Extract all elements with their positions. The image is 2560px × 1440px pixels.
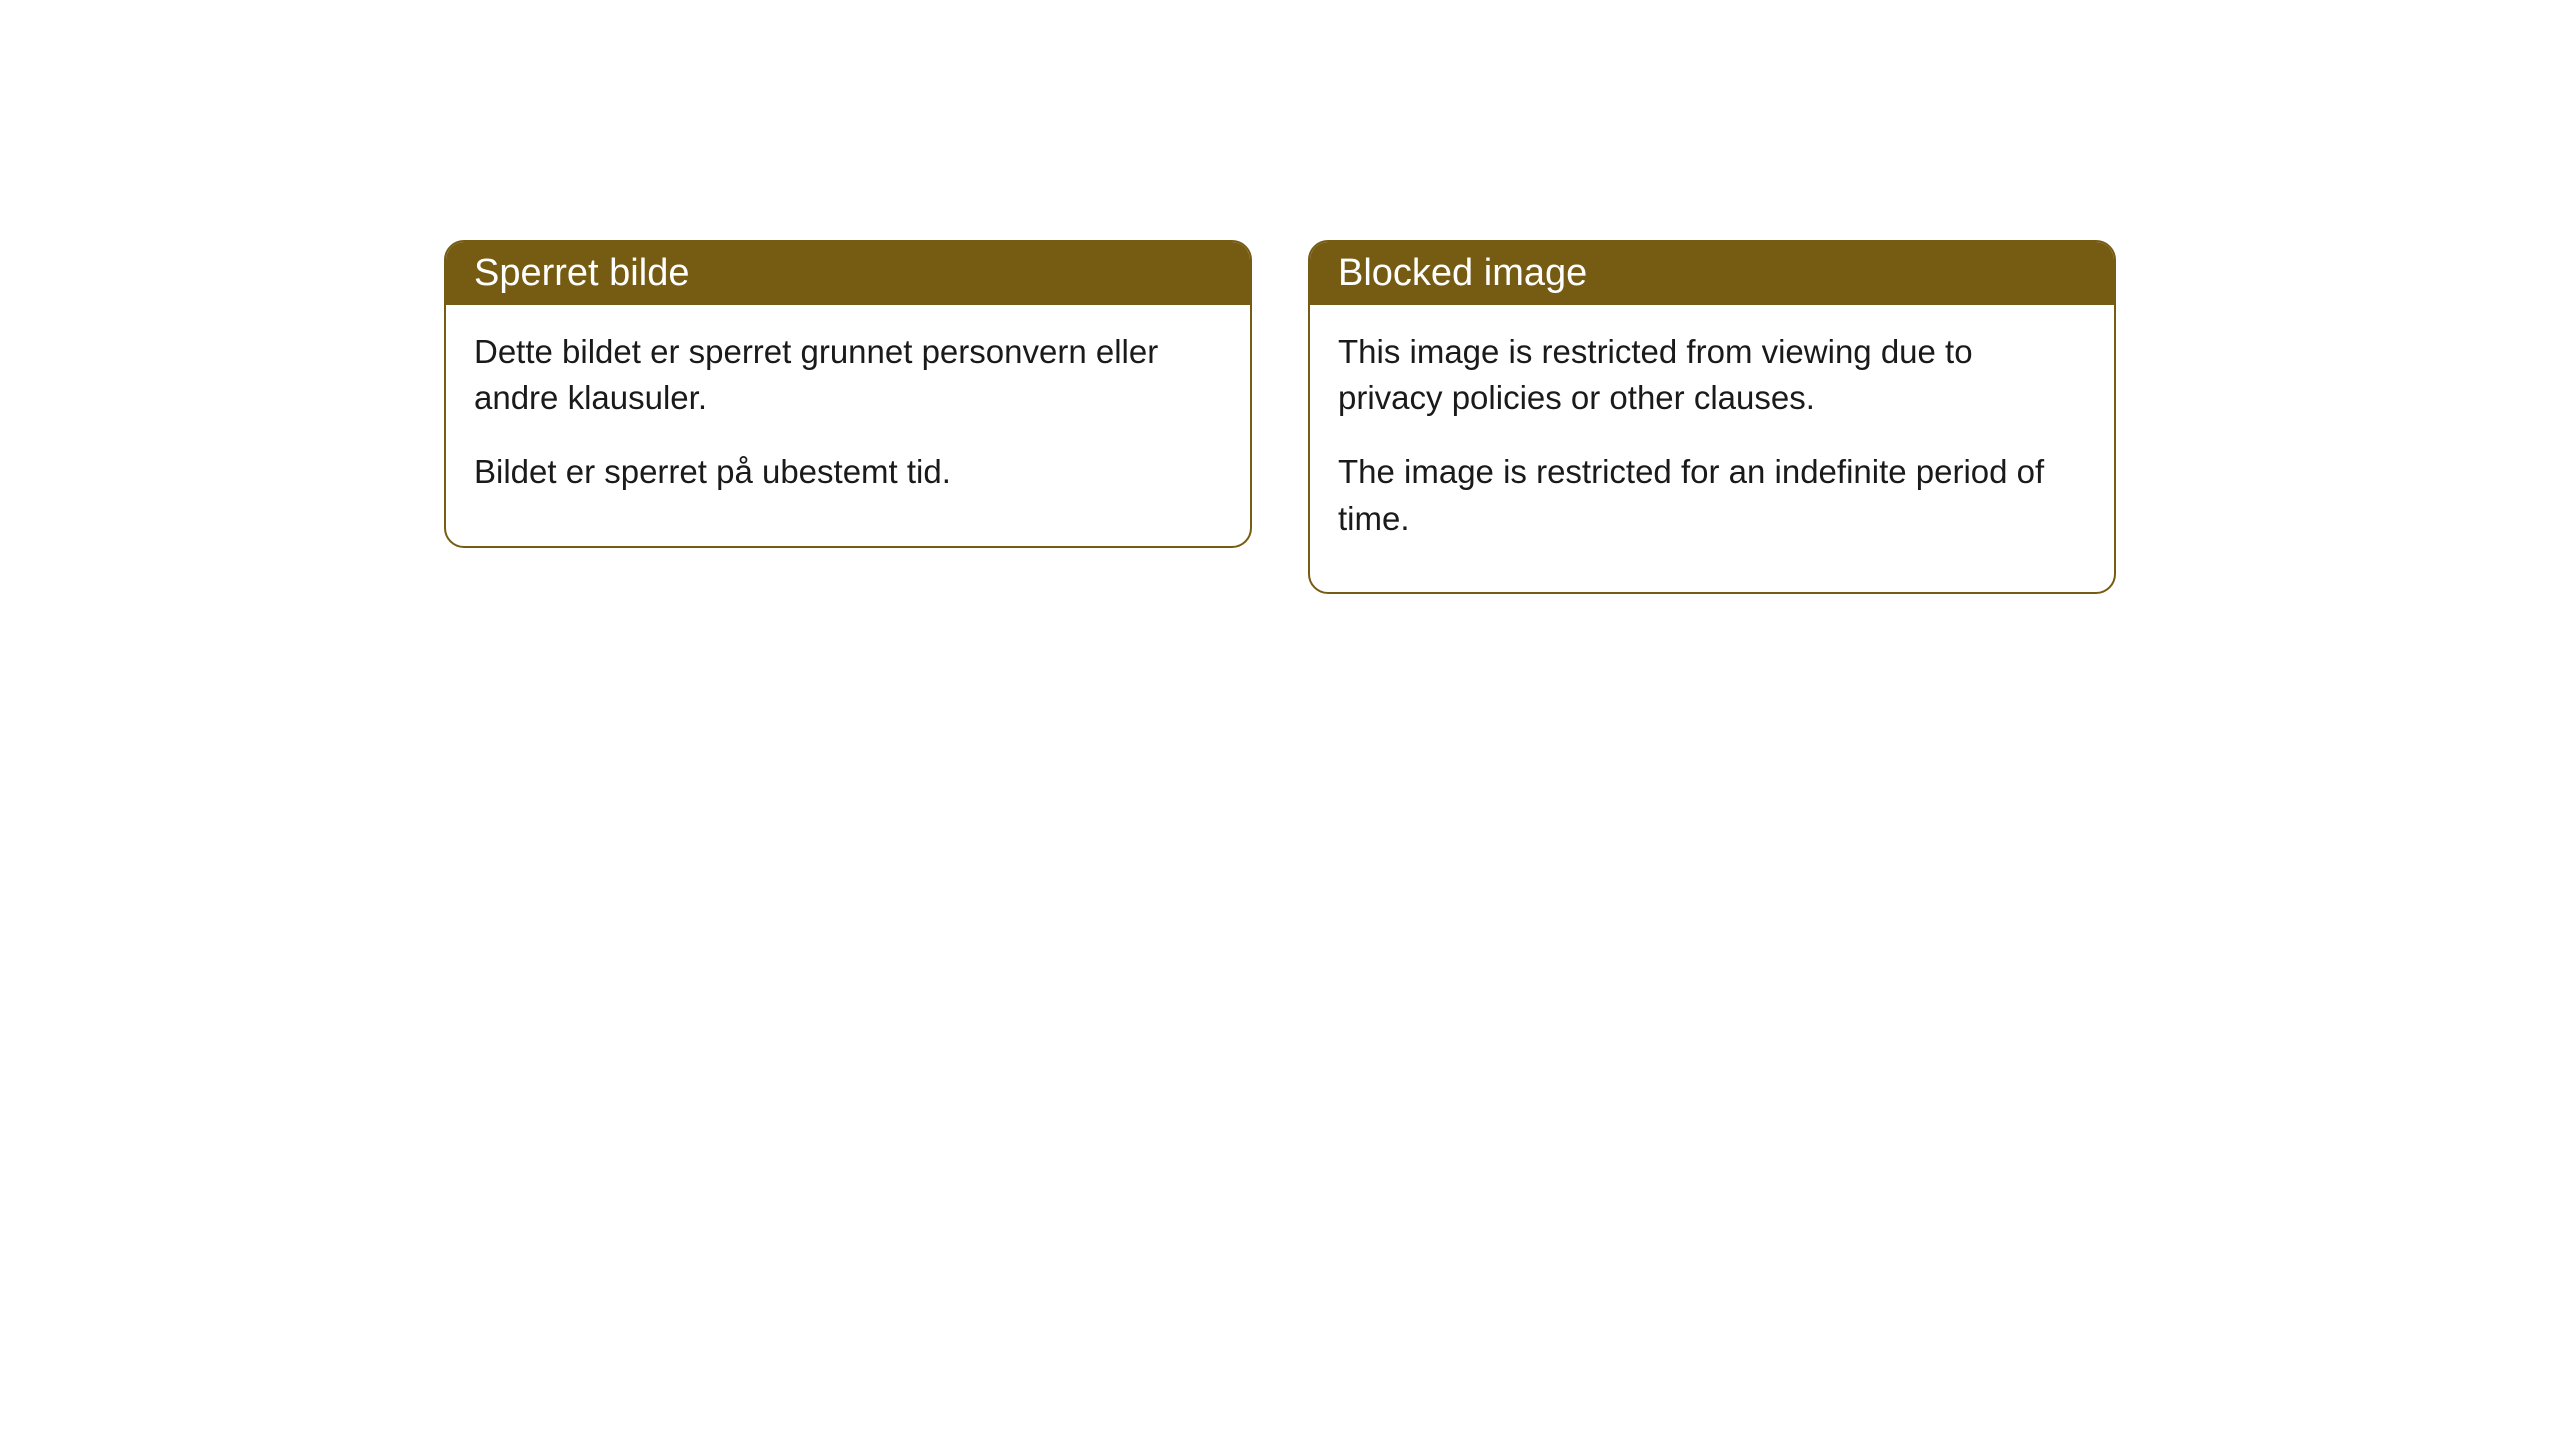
- card-body: Dette bildet er sperret grunnet personve…: [446, 305, 1250, 546]
- blocked-image-card-norwegian: Sperret bilde Dette bildet er sperret gr…: [444, 240, 1252, 548]
- card-body: This image is restricted from viewing du…: [1310, 305, 2114, 592]
- card-title: Sperret bilde: [474, 252, 689, 294]
- card-paragraph: This image is restricted from viewing du…: [1338, 329, 2086, 421]
- blocked-image-card-english: Blocked image This image is restricted f…: [1308, 240, 2116, 594]
- card-paragraph: Dette bildet er sperret grunnet personve…: [474, 329, 1222, 421]
- notice-cards-container: Sperret bilde Dette bildet er sperret gr…: [444, 240, 2116, 1440]
- card-paragraph: The image is restricted for an indefinit…: [1338, 449, 2086, 541]
- card-paragraph: Bildet er sperret på ubestemt tid.: [474, 449, 1222, 495]
- card-header: Blocked image: [1310, 242, 2114, 305]
- card-header: Sperret bilde: [446, 242, 1250, 305]
- card-title: Blocked image: [1338, 252, 1587, 294]
